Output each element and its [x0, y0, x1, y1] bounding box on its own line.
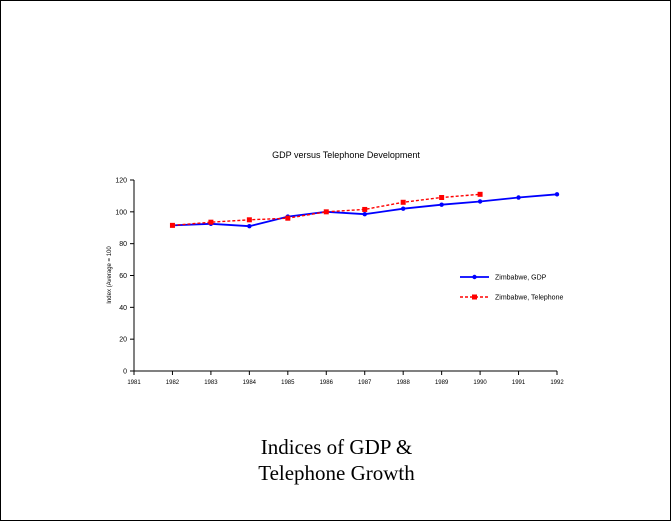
line-chart: GDP versus Telephone Development Index (…: [107, 150, 564, 386]
x-tick-label: 1981: [127, 380, 141, 386]
y-tick-label: 80: [119, 241, 127, 248]
series-0-point: [477, 199, 483, 204]
x-tick-label: 1985: [281, 380, 295, 386]
series-layer: [169, 191, 560, 229]
caption-line-1: Indices of GDP &: [260, 435, 413, 459]
y-tick-label: 20: [119, 337, 127, 344]
series-1-point: [246, 217, 252, 223]
y-tick-label: 100: [115, 209, 127, 216]
x-tick-label: 1982: [166, 380, 180, 386]
y-tick-label: 40: [119, 305, 127, 312]
x-tick-label: 1989: [435, 380, 449, 386]
x-tick-label: 1983: [204, 380, 218, 386]
series-1-point: [285, 215, 291, 221]
series-0-point: [516, 195, 521, 200]
x-ticks: 1981 1982 1983 1984 1985 1986 1987 1988 1989 1990…: [127, 371, 564, 386]
y-axis-label: Index (Average = 100: [107, 246, 113, 304]
x-tick-label: 1991: [512, 380, 526, 386]
series-1-point: [208, 219, 214, 225]
legend-marker: [472, 274, 477, 280]
legend: Zimbabwe, GDP Zimbabwe, Telephone: [460, 275, 563, 302]
series-0-point: [400, 206, 406, 211]
y-ticks: 0 20 40 60 80 100 120: [115, 178, 134, 376]
x-tick-label: 1992: [550, 380, 564, 386]
legend-marker: [472, 294, 477, 300]
x-tick-label: 1984: [243, 380, 257, 386]
x-tick-label: 1990: [473, 380, 487, 386]
series-line-1: [172, 193, 481, 227]
y-tick-label: 0: [123, 369, 127, 376]
series-0-point: [439, 202, 444, 207]
series-1-point: [362, 206, 368, 212]
series-0-point: [554, 192, 560, 197]
legend-label: Zimbabwe, GDP: [495, 275, 547, 282]
x-tick-label: 1988: [397, 380, 411, 386]
x-tick-label: 1986: [320, 380, 334, 386]
series-1-point: [477, 191, 483, 197]
series-1-point: [169, 222, 175, 228]
chart-title: GDP versus Telephone Development: [272, 150, 420, 160]
slide-caption: Indices of GDP & Telephone Growth: [1, 434, 671, 486]
caption-line-2: Telephone Growth: [258, 461, 415, 485]
series-1-point: [400, 199, 406, 205]
series-0-point: [247, 223, 252, 229]
legend-label: Zimbabwe, Telephone: [495, 295, 563, 302]
series-0-point: [362, 212, 367, 217]
series-1-point: [323, 209, 329, 215]
y-tick-label: 60: [119, 273, 127, 280]
series-1-point: [439, 195, 445, 201]
y-tick-label: 120: [115, 178, 127, 185]
x-tick-label: 1987: [358, 380, 372, 386]
